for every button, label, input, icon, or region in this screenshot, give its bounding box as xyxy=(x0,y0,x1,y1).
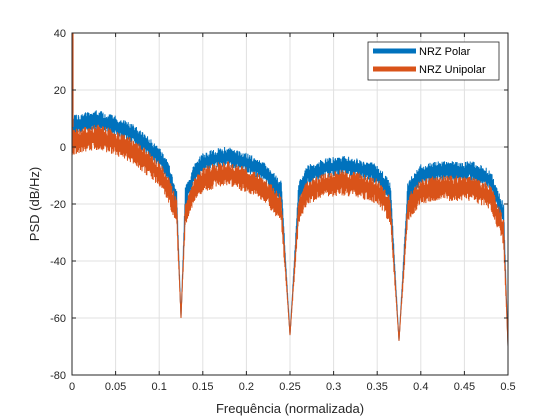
x-tick-label: 0.1 xyxy=(152,381,167,393)
legend-box xyxy=(367,41,500,81)
y-tick-label: -20 xyxy=(50,199,66,211)
x-tick-label: 0.2 xyxy=(239,381,254,393)
y-tick-label: 20 xyxy=(54,85,66,97)
x-tick-label: 0.4 xyxy=(413,381,428,393)
y-tick-label: 0 xyxy=(60,142,66,154)
x-tick-label: 0.3 xyxy=(326,381,341,393)
x-tick-label: 0.25 xyxy=(279,381,300,393)
y-tick-label: 40 xyxy=(54,28,66,40)
x-tick-label: 0.15 xyxy=(192,381,213,393)
x-tick-label: 0.45 xyxy=(454,381,475,393)
y-axis-title: PSD (dB/Hz) xyxy=(27,167,42,241)
x-axis-title: Frequência (normalizada) xyxy=(216,401,364,416)
y-tick-label: -40 xyxy=(50,256,66,268)
legend-label-nrz-unipolar: NRZ Unipolar xyxy=(419,64,486,76)
y-tick-label: -80 xyxy=(50,370,66,382)
series-layer xyxy=(71,33,509,347)
x-ticks: 0 0.05 0.1 0.15 0.2 0.25 0.3 0.35 0.4 0.45 0.5 xyxy=(69,33,516,393)
y-ticks: -80 -60 -40 -20 0 20 40 xyxy=(50,28,508,382)
x-tick-label: 0.05 xyxy=(105,381,126,393)
legend: NRZ Polar NRZ Unipolar xyxy=(367,41,500,81)
x-tick-label: 0 xyxy=(69,381,75,393)
legend-label-nrz-polar: NRZ Polar xyxy=(419,46,471,58)
y-tick-label: -60 xyxy=(50,313,66,325)
x-tick-label: 0.5 xyxy=(500,381,515,393)
x-tick-label: 0.35 xyxy=(366,381,387,393)
series-line-nrz-unipolar xyxy=(71,124,509,347)
